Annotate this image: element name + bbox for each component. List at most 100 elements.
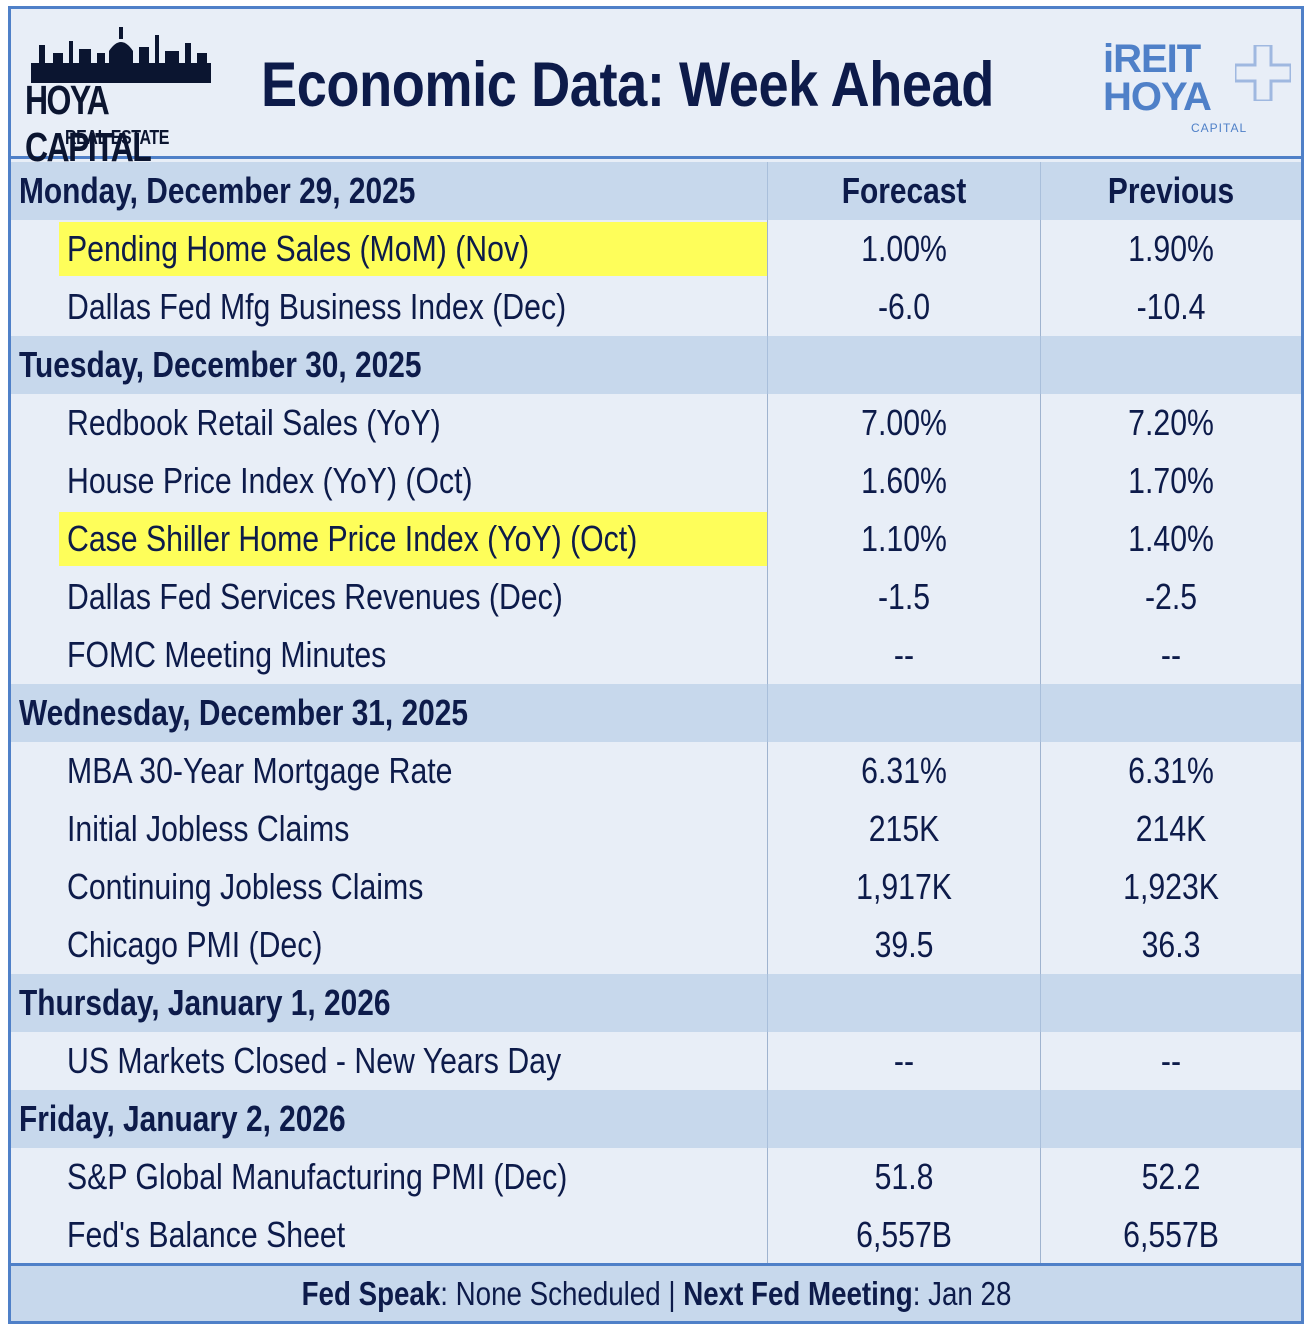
indicator-label: S&P Global Manufacturing PMI (Dec): [67, 1156, 568, 1197]
forecast-value: 6,557B: [856, 1214, 952, 1255]
forecast-cell: 6.31%: [767, 742, 1039, 800]
day-header-row: Wednesday, December 31, 2025: [11, 684, 1301, 742]
forecast-cell: 1,917K: [767, 858, 1039, 916]
next-fed-meeting-value: : Jan 28: [912, 1274, 1011, 1312]
forecast-value: 51.8: [874, 1156, 934, 1197]
table-row: Dallas Fed Services Revenues (Dec) -1.5 -2…: [11, 568, 1301, 626]
indicator-cell: House Price Index (YoY) (Oct): [11, 452, 767, 510]
indicator-cell: Fed's Balance Sheet: [11, 1206, 767, 1264]
logo-brand-text: HOYA CAPITAL: [25, 77, 152, 170]
forecast-value: 6.31%: [861, 750, 947, 791]
economic-data-table: Monday, December 29, 2025 Forecast Previou…: [11, 162, 1301, 1264]
previous-cell: --: [1039, 626, 1301, 684]
logo-right-line3: CAPITAL: [1191, 121, 1248, 135]
indicator-cell: S&P Global Manufacturing PMI (Dec): [11, 1148, 767, 1206]
day-header-row: Thursday, January 1, 2026: [11, 974, 1301, 1032]
day-label-cell: Thursday, January 1, 2026: [11, 974, 767, 1032]
header: HOYA CAPITAL REAL ESTATE Economic Data: …: [11, 9, 1301, 170]
day-header-row: Friday, January 2, 2026: [11, 1090, 1301, 1148]
indicator-cell: FOMC Meeting Minutes: [11, 626, 767, 684]
forecast-value: 1.10%: [861, 518, 947, 559]
previous-cell: --: [1039, 1032, 1301, 1090]
indicator-label: House Price Index (YoY) (Oct): [67, 460, 473, 501]
day-label-cell: Monday, December 29, 2025: [11, 162, 767, 220]
previous-value: 1.40%: [1127, 518, 1214, 559]
previous-cell: 1.90%: [1039, 220, 1301, 278]
previous-value: 1.70%: [1127, 460, 1214, 501]
forecast-header-cell: [767, 974, 1039, 1032]
forecast-value: --: [893, 634, 915, 675]
logo-right-line1: iREIT: [1103, 37, 1201, 81]
indicator-label: Case Shiller Home Price Index (YoY) (Oct…: [67, 518, 638, 559]
highlight-marker: [59, 512, 767, 566]
day-header-row: Monday, December 29, 2025 Forecast Previou…: [11, 162, 1301, 220]
indicator-cell: MBA 30-Year Mortgage Rate: [11, 742, 767, 800]
indicator-cell: Continuing Jobless Claims: [11, 858, 767, 916]
indicator-label: Fed's Balance Sheet: [67, 1214, 346, 1255]
previous-cell: 36.3: [1039, 916, 1301, 974]
table-row: Fed's Balance Sheet 6,557B 6,557B: [11, 1206, 1301, 1264]
previous-header-cell: [1039, 336, 1301, 394]
previous-value: 1.90%: [1127, 228, 1214, 269]
indicator-label: Dallas Fed Mfg Business Index (Dec): [67, 286, 567, 327]
forecast-cell: -1.5: [767, 568, 1039, 626]
day-label-cell: Tuesday, December 30, 2025: [11, 336, 767, 394]
table-row: Case Shiller Home Price Index (YoY) (Oct…: [11, 510, 1301, 568]
table-row: Redbook Retail Sales (YoY) 7.00% 7.20%: [11, 394, 1301, 452]
previous-header-cell: [1039, 974, 1301, 1032]
forecast-value: --: [893, 1040, 915, 1081]
forecast-cell: 39.5: [767, 916, 1039, 974]
table-row: House Price Index (YoY) (Oct) 1.60% 1.70%: [11, 452, 1301, 510]
previous-cell: 6,557B: [1039, 1206, 1301, 1264]
day-label-cell: Friday, January 2, 2026: [11, 1090, 767, 1148]
indicator-label: Pending Home Sales (MoM) (Nov): [67, 228, 530, 269]
forecast-header-cell: Forecast: [767, 162, 1039, 220]
table-row: US Markets Closed - New Years Day -- --: [11, 1032, 1301, 1090]
previous-column-header: Previous: [1107, 170, 1234, 211]
forecast-header-cell: [767, 684, 1039, 742]
previous-value: 7.20%: [1127, 402, 1214, 443]
table-row: FOMC Meeting Minutes -- --: [11, 626, 1301, 684]
indicator-cell: Dallas Fed Mfg Business Index (Dec): [11, 278, 767, 336]
previous-cell: -10.4: [1039, 278, 1301, 336]
indicator-cell: Redbook Retail Sales (YoY): [11, 394, 767, 452]
capitol-skyline-icon: [31, 27, 211, 83]
day-label-cell: Wednesday, December 31, 2025: [11, 684, 767, 742]
forecast-header-cell: [767, 336, 1039, 394]
previous-cell: 214K: [1039, 800, 1301, 858]
previous-value: -10.4: [1136, 286, 1206, 327]
forecast-cell: 1.60%: [767, 452, 1039, 510]
hoya-capital-logo: HOYA CAPITAL REAL ESTATE: [25, 19, 215, 170]
indicator-cell: Case Shiller Home Price Index (YoY) (Oct…: [11, 510, 767, 568]
forecast-cell: 7.00%: [767, 394, 1039, 452]
highlight-marker: [59, 222, 767, 276]
forecast-cell: --: [767, 626, 1039, 684]
previous-value: -2.5: [1144, 576, 1197, 617]
previous-header-cell: Previous: [1039, 162, 1301, 220]
forecast-cell: 51.8: [767, 1148, 1039, 1206]
day-label: Friday, January 2, 2026: [19, 1098, 346, 1139]
previous-cell: 1,923K: [1039, 858, 1301, 916]
plus-icon: [1235, 45, 1291, 101]
indicator-cell: US Markets Closed - New Years Day: [11, 1032, 767, 1090]
previous-value: 36.3: [1141, 924, 1201, 965]
previous-cell: 52.2: [1039, 1148, 1301, 1206]
indicator-label: Redbook Retail Sales (YoY): [67, 402, 441, 443]
indicator-label: Chicago PMI (Dec): [67, 924, 323, 965]
indicator-label: Continuing Jobless Claims: [67, 866, 424, 907]
table-row: Initial Jobless Claims 215K 214K: [11, 800, 1301, 858]
previous-value: 6.31%: [1127, 750, 1214, 791]
forecast-value: -1.5: [877, 576, 931, 617]
indicator-label: MBA 30-Year Mortgage Rate: [67, 750, 453, 791]
day-label: Thursday, January 1, 2026: [19, 982, 391, 1023]
table-row: Dallas Fed Mfg Business Index (Dec) -6.0 -…: [11, 278, 1301, 336]
indicator-cell: Dallas Fed Services Revenues (Dec): [11, 568, 767, 626]
forecast-value: 1.60%: [861, 460, 947, 501]
forecast-header-cell: [767, 1090, 1039, 1148]
forecast-cell: 1.00%: [767, 220, 1039, 278]
previous-value: --: [1160, 1040, 1181, 1081]
forecast-value: 1,917K: [856, 866, 952, 907]
forecast-value: 39.5: [874, 924, 934, 965]
logo-right-line2: HOYA: [1103, 75, 1212, 119]
logo-sub-text: REAL ESTATE: [65, 127, 170, 149]
